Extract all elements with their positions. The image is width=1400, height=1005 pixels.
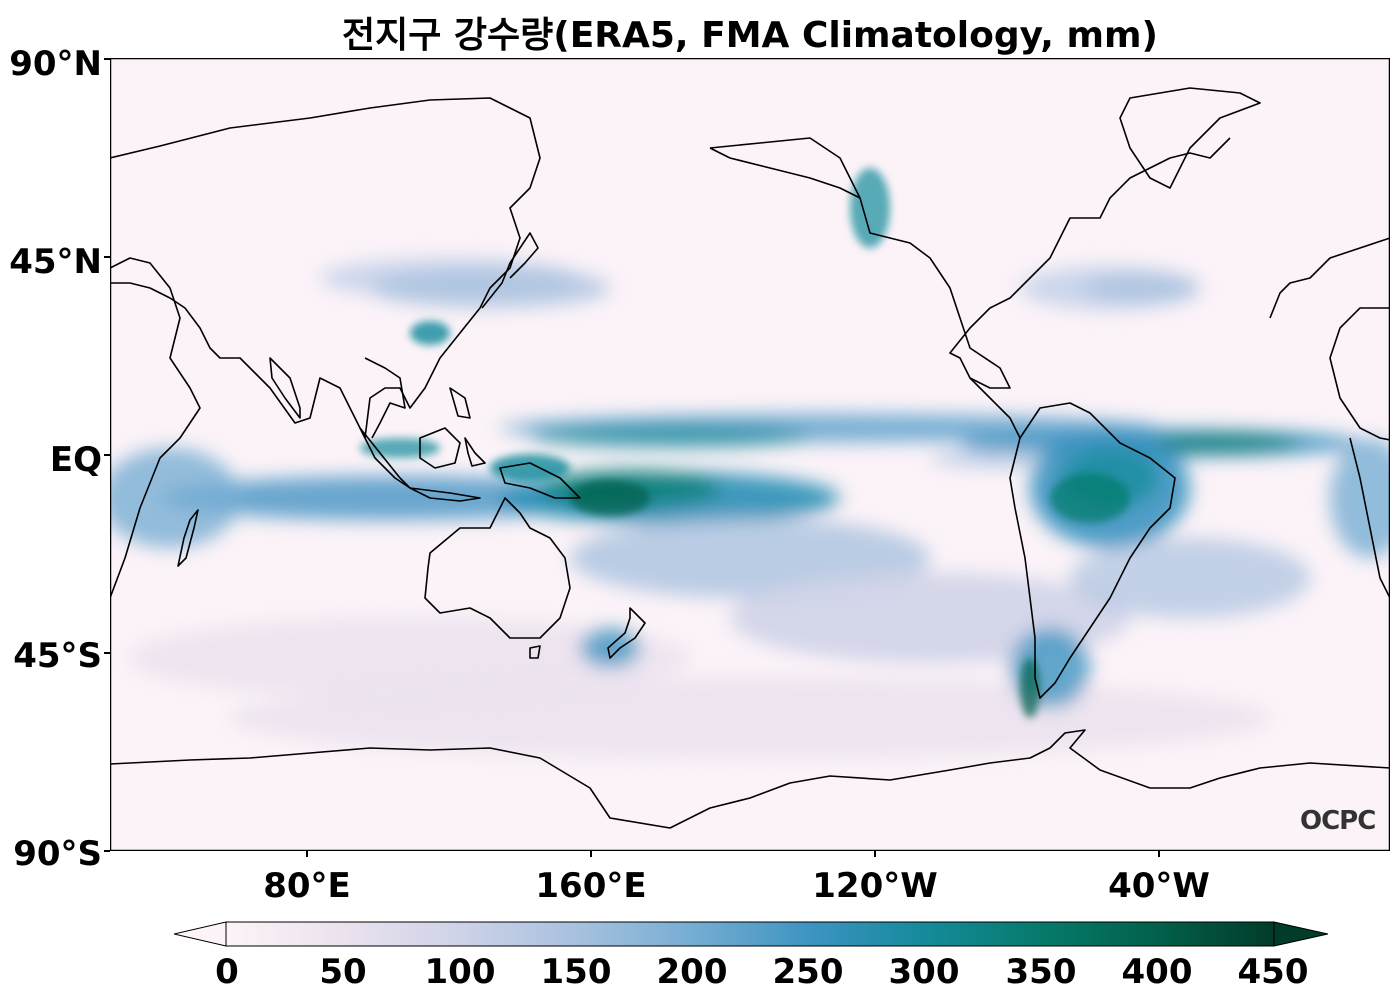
lat-tick-eq: [104, 454, 110, 456]
precipitation-field: [110, 258, 1390, 758]
cb-tick-250: 250: [772, 952, 844, 992]
lon-label-80e: 80°E: [263, 866, 351, 906]
coast-africa-sw: [1349, 437, 1390, 599]
lat-tick-45s: [104, 652, 110, 654]
cb-tick-350: 350: [1005, 952, 1077, 992]
coast-africa-west: [1329, 307, 1390, 441]
lat-label-90s: 90°S: [13, 834, 102, 874]
coast-new-guinea: [499, 462, 581, 499]
coast-japan: [481, 232, 539, 309]
ocpc-logo: OCPC: [1300, 806, 1376, 836]
lat-tick-45n: [104, 256, 110, 258]
lon-tick-40w: [1158, 851, 1160, 857]
coast-alaska-south: [709, 147, 861, 199]
colorbar-gradient: [225, 921, 1275, 947]
colorbar-max-arrow: [1273, 921, 1328, 947]
cb-tick-400: 400: [1121, 952, 1193, 992]
coast-borneo: [419, 427, 461, 469]
cb-tick-200: 200: [656, 952, 728, 992]
coast-australia: [424, 497, 571, 639]
coast-central-america: [969, 377, 1021, 439]
colorbar-min-arrow: [174, 921, 227, 947]
cb-tick-50: 50: [319, 952, 367, 992]
coast-tasmania: [529, 645, 541, 659]
map-title: 전지구 강수량(ERA5, FMA Climatology, mm): [342, 15, 1158, 56]
coast-sulawesi: [464, 437, 486, 467]
lat-label-45n: 45°N: [9, 242, 102, 282]
lon-tick-120w: [874, 851, 876, 857]
cb-tick-0: 0: [215, 952, 239, 992]
coast-asia: [110, 97, 541, 439]
coast-greenland: [1119, 87, 1261, 189]
lat-label-eq: EQ: [49, 440, 102, 480]
lat-label-45s: 45°S: [13, 636, 102, 676]
cb-tick-300: 300: [888, 952, 960, 992]
cb-tick-150: 150: [540, 952, 612, 992]
lon-label-160e: 160°E: [535, 866, 647, 906]
cb-tick-450: 450: [1237, 952, 1309, 992]
lat-label-90n: 90°N: [9, 44, 102, 84]
coast-philippines: [449, 387, 471, 419]
lon-tick-160e: [590, 851, 592, 857]
coast-south-america: [1009, 402, 1176, 699]
lat-tick-90s: [104, 850, 110, 852]
coast-africa-east: [110, 257, 201, 599]
coastlines: [110, 87, 1390, 829]
lon-label-40w: 40°W: [1108, 866, 1210, 906]
coast-india: [269, 357, 301, 419]
lon-label-120w: 120°W: [812, 866, 938, 906]
coast-europe: [1269, 237, 1390, 319]
coast-north-america: [709, 137, 1231, 389]
coast-indochina: [364, 357, 406, 439]
coast-madagascar: [177, 509, 199, 567]
cb-tick-100: 100: [424, 952, 496, 992]
precipitation-map: [110, 58, 1390, 851]
coast-antarctica: [110, 729, 1390, 829]
lat-tick-90n: [104, 58, 110, 60]
colorbar: [174, 921, 1328, 947]
lon-tick-80e: [306, 851, 308, 857]
coast-new-zealand: [607, 607, 646, 659]
coast-java: [409, 487, 481, 502]
